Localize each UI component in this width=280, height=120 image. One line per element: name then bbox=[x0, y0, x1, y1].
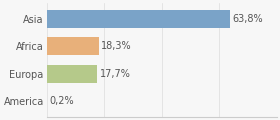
Text: 17,7%: 17,7% bbox=[100, 69, 130, 79]
Text: 0,2%: 0,2% bbox=[49, 96, 74, 106]
Text: 18,3%: 18,3% bbox=[101, 41, 132, 51]
Text: 63,8%: 63,8% bbox=[232, 14, 263, 24]
Bar bbox=[46, 65, 97, 83]
Bar bbox=[46, 10, 230, 28]
Bar bbox=[46, 92, 47, 110]
Bar bbox=[46, 37, 99, 55]
